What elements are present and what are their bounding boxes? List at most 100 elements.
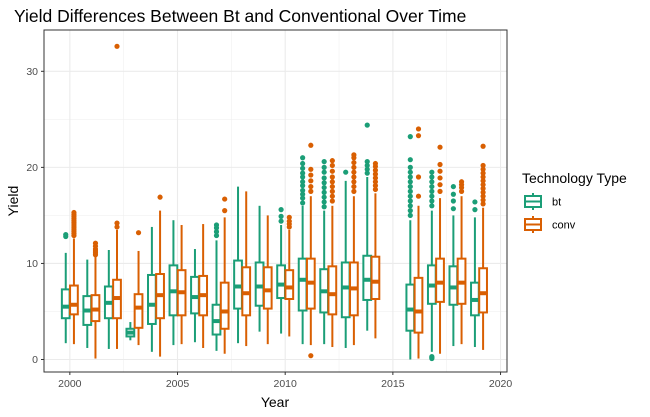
outlier-point	[278, 207, 284, 213]
box-iqr	[69, 284, 79, 316]
outlier-point	[450, 198, 456, 204]
outlier-point	[429, 179, 435, 185]
box-conv-2016	[413, 126, 424, 359]
legend-key-bt	[524, 193, 542, 210]
outlier-point	[278, 213, 284, 219]
outlier-point	[364, 122, 370, 128]
outlier-point	[429, 193, 435, 199]
outlier-point	[364, 166, 370, 172]
outlier-point	[300, 183, 306, 189]
outlier-point	[372, 171, 379, 177]
box-bt-2011	[297, 155, 308, 345]
outlier-point	[321, 194, 327, 200]
y-tick-label: 10	[26, 258, 38, 270]
box-iqr	[254, 261, 265, 307]
box-iqr	[370, 255, 381, 300]
outlier-point	[458, 188, 465, 194]
x-tick-label: 2010	[274, 378, 298, 390]
outlier-point	[407, 203, 413, 209]
outlier-point	[372, 183, 379, 189]
outlier-point	[450, 206, 456, 212]
outlier-point	[329, 183, 335, 190]
outlier-point	[437, 161, 443, 168]
box-bt-2009	[254, 205, 265, 332]
y-tick-label: 20	[26, 162, 38, 174]
outlier-point	[480, 201, 486, 207]
chart-title: Yield Differences Between Bt and Convent…	[14, 6, 466, 26]
outlier-point	[321, 159, 327, 165]
outlier-point	[407, 208, 413, 214]
outlier-point	[351, 169, 357, 175]
outlier-point	[372, 175, 379, 181]
outlier-point	[372, 160, 379, 167]
outlier-point	[300, 165, 306, 171]
plot-panel	[44, 30, 507, 372]
box-conv-2001	[90, 240, 101, 359]
outlier-point	[429, 183, 435, 190]
outlier-point	[308, 188, 314, 194]
outlier-point	[364, 170, 370, 176]
outlier-point	[429, 354, 435, 360]
outlier-point	[407, 183, 413, 190]
x-tick-label: 2000	[58, 378, 82, 390]
outlier-point	[407, 179, 413, 185]
box-iqr	[340, 261, 351, 319]
box-conv-2018	[456, 179, 467, 345]
outlier-point	[308, 172, 314, 178]
box-iqr	[327, 265, 338, 316]
box-conv-2003	[133, 230, 144, 346]
outlier-point	[407, 174, 413, 180]
outlier-point	[351, 164, 357, 170]
outlier-point	[300, 200, 306, 206]
box-iqr	[262, 266, 273, 310]
outlier-point	[114, 220, 120, 226]
outlier-point	[364, 159, 370, 165]
box-conv-2006	[198, 224, 209, 348]
box-bt-2003	[125, 322, 136, 341]
box-conv-2010	[284, 214, 295, 337]
outlier-point	[480, 189, 486, 195]
box-conv-2014	[370, 160, 381, 339]
outlier-point	[308, 353, 314, 359]
outlier-point	[63, 232, 69, 238]
outlier-point	[480, 170, 486, 176]
y-tick-label: 30	[26, 66, 38, 78]
box-iqr	[133, 293, 144, 329]
outlier-point	[351, 152, 357, 158]
outlier-point	[437, 182, 443, 188]
outlier-point	[308, 142, 314, 148]
box-conv-2017	[435, 144, 445, 354]
outlier-point	[300, 195, 306, 201]
box-conv-2012	[327, 158, 338, 348]
outlier-point	[286, 218, 292, 224]
y-axis-title: Yield	[5, 186, 21, 217]
outlier-point	[321, 169, 327, 175]
legend-label-bt: bt	[552, 197, 561, 209]
outlier-point	[480, 162, 486, 169]
outlier-point	[213, 222, 220, 228]
outlier-point	[278, 218, 284, 224]
box-bt-2006	[190, 249, 200, 343]
box-bt-2014	[362, 122, 373, 331]
outlier-point	[329, 158, 335, 164]
outlier-point	[429, 174, 435, 180]
outlier-point	[308, 183, 314, 190]
outlier-point	[71, 209, 77, 216]
outlier-point	[321, 189, 327, 195]
outlier-point	[351, 159, 357, 166]
outlier-point	[480, 197, 486, 203]
outlier-point	[329, 168, 335, 174]
box-bt-2016	[405, 134, 416, 360]
box-iqr	[435, 257, 445, 303]
outlier-point	[300, 191, 306, 197]
outlier-point	[480, 185, 486, 192]
box-conv-2009	[262, 215, 273, 345]
box-conv-2007	[219, 196, 230, 354]
outlier-point	[300, 155, 306, 161]
outlier-point	[415, 174, 422, 180]
outlier-point	[415, 193, 422, 199]
outlier-point	[372, 186, 379, 193]
box-iqr	[413, 276, 424, 334]
outlier-point	[364, 162, 370, 169]
outlier-point	[480, 174, 486, 180]
